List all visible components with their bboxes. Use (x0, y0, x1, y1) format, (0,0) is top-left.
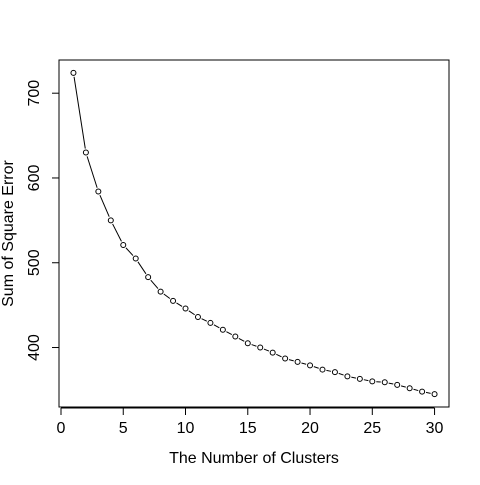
data-point (332, 370, 337, 375)
data-point (382, 380, 387, 385)
data-point (245, 341, 250, 346)
series-line-segment (113, 224, 122, 241)
data-point (270, 350, 275, 355)
series-line-segment (176, 303, 182, 306)
data-point (308, 363, 313, 368)
series-line-segment (138, 262, 146, 274)
data-point (171, 298, 176, 303)
series-line-segment (326, 370, 331, 371)
x-axis-ticks: 0 5 10 15 20 25 30 (57, 408, 444, 437)
series-line-segment (214, 325, 219, 328)
series-line-segment (301, 363, 306, 364)
series-line-segment (87, 156, 97, 187)
data-point (71, 70, 76, 75)
series-line-segment (314, 367, 319, 369)
x-tick-label: 5 (119, 420, 128, 437)
data-point (320, 367, 325, 372)
y-tick-label: 500 (26, 249, 43, 276)
data-point (420, 389, 425, 394)
data-point (258, 345, 263, 350)
x-tick-label: 20 (301, 420, 319, 437)
series-line-segment (239, 338, 244, 341)
x-tick-label: 30 (426, 420, 444, 437)
series-line-segment (276, 354, 281, 356)
series-line-segment (74, 77, 85, 149)
series-line-segment (389, 383, 394, 384)
data-point (345, 374, 350, 379)
y-tick-label: 700 (26, 80, 43, 107)
data-point (407, 386, 412, 391)
y-axis-label: Sum of Square Error (0, 159, 17, 306)
y-axis-ticks: 400 500 600 700 (26, 80, 59, 361)
data-point (96, 189, 101, 194)
series-line-segment (339, 373, 344, 375)
data-point (108, 218, 113, 223)
data-point (357, 376, 362, 381)
data-point (220, 327, 225, 332)
plot-layer (59, 60, 449, 407)
series-line-segment (164, 294, 170, 299)
data-point (158, 289, 163, 294)
x-tick-label: 0 (57, 420, 66, 437)
x-axis-label: The Number of Clusters (169, 450, 339, 467)
data-point (370, 379, 375, 384)
x-tick-label: 15 (239, 420, 257, 437)
series-line-segment (151, 280, 158, 288)
series-line-segment (226, 332, 231, 335)
data-point (233, 334, 238, 339)
series-line-segment (401, 386, 406, 387)
y-tick-label: 400 (26, 334, 43, 361)
series-line-segment (189, 311, 195, 315)
series-line-segment (364, 380, 369, 381)
series-line-segment (414, 389, 419, 390)
data-point (295, 359, 300, 364)
data-point (395, 382, 400, 387)
y-tick-label: 600 (26, 165, 43, 192)
series-line-segment (426, 392, 431, 393)
data-point (208, 320, 213, 325)
series-line-segment (264, 349, 269, 351)
series-line-segment (289, 360, 294, 361)
series-line-segment (126, 248, 133, 256)
series-line-segment (252, 345, 257, 347)
data-point (133, 256, 138, 261)
data-point (121, 242, 126, 247)
series-line-segment (202, 319, 207, 321)
data-point (432, 392, 437, 397)
data-point (83, 150, 88, 155)
series-line-segment (351, 377, 356, 378)
data-point (283, 356, 288, 361)
series-line-segment (100, 195, 109, 216)
data-point (195, 315, 200, 320)
x-tick-label: 10 (177, 420, 195, 437)
data-point (146, 275, 151, 280)
data-point (183, 306, 188, 311)
x-tick-label: 25 (363, 420, 381, 437)
